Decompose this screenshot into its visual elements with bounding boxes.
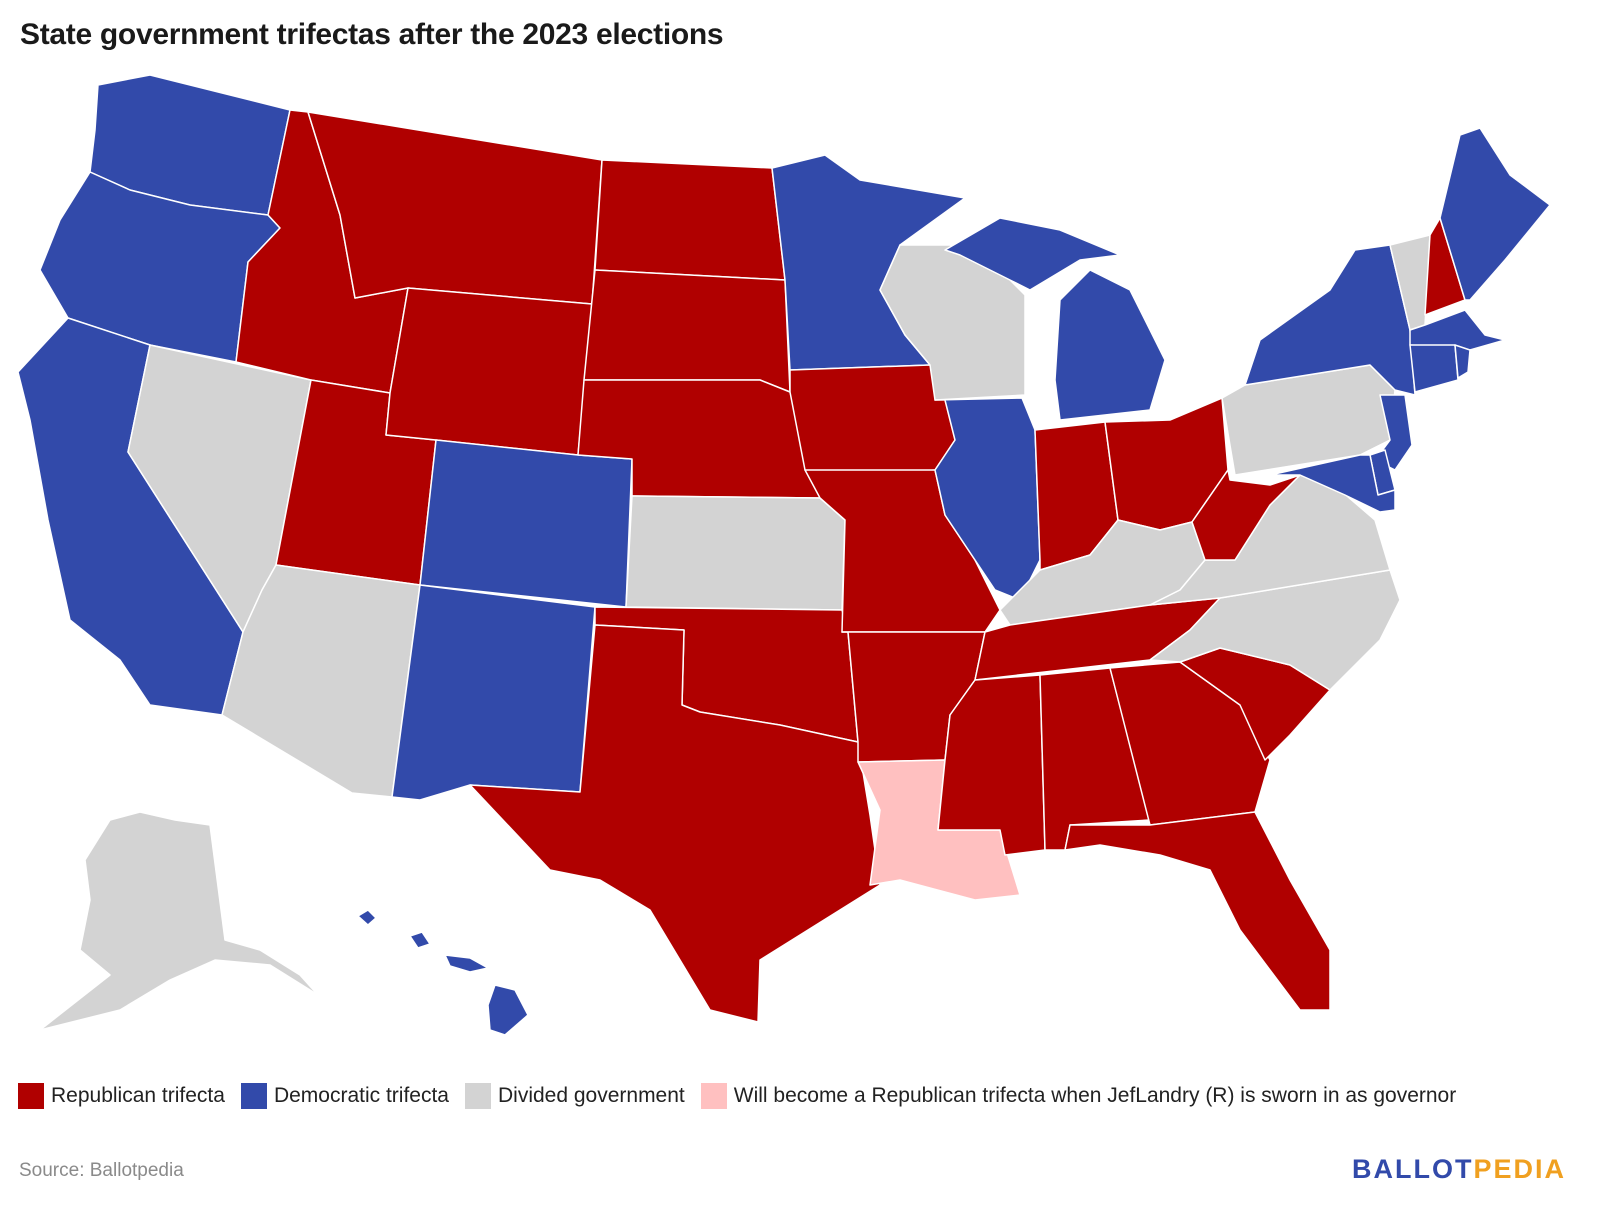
legend-label-divided: Divided government xyxy=(497,1084,685,1107)
state-MT[interactable] xyxy=(307,111,603,305)
logo-part-ballot: BALLOT xyxy=(1351,1154,1474,1184)
state-IL[interactable] xyxy=(934,397,1041,601)
source-note: Source: Ballotpedia xyxy=(19,1160,184,1181)
state-TX[interactable] xyxy=(469,624,881,1023)
state-IA[interactable] xyxy=(789,364,956,479)
legend: Republican trifecta Democratic trifecta … xyxy=(18,1083,1472,1109)
state-NM[interactable] xyxy=(391,584,596,801)
state-HI-maui[interactable] xyxy=(444,954,489,973)
legend-item-divided: Divided government xyxy=(464,1083,685,1109)
state-MI[interactable] xyxy=(1054,269,1166,421)
legend-item-democratic: Democratic trifecta xyxy=(240,1083,449,1109)
state-CT[interactable] xyxy=(1409,344,1459,393)
legend-swatch-democratic xyxy=(240,1083,267,1109)
state-CO[interactable] xyxy=(419,439,633,608)
legend-swatch-divided xyxy=(464,1083,491,1109)
legend-item-pending: Will become a Republican trifecta when J… xyxy=(700,1083,1457,1109)
state-HI-oahu[interactable] xyxy=(409,931,431,949)
state-KS[interactable] xyxy=(625,495,846,611)
state-WY[interactable] xyxy=(385,287,593,456)
state-MI-UP[interactable] xyxy=(944,217,1121,291)
state-HI-big[interactable] xyxy=(487,984,529,1036)
state-HI-kauai[interactable] xyxy=(357,909,377,926)
state-AK[interactable] xyxy=(39,811,319,1031)
state-MD[interactable] xyxy=(1269,454,1396,513)
state-SD[interactable] xyxy=(583,269,791,393)
state-FL[interactable] xyxy=(1064,811,1331,1011)
state-ND[interactable] xyxy=(594,159,786,281)
state-RI[interactable] xyxy=(1454,344,1471,379)
legend-label-democratic: Democratic trifecta xyxy=(273,1084,449,1107)
logo-part-pedia: PEDIA xyxy=(1473,1154,1566,1184)
ballotpedia-logo[interactable]: BALLOTPEDIA xyxy=(1352,1154,1566,1185)
legend-label-pending: Will become a Republican trifecta when J… xyxy=(733,1084,1457,1107)
map-title: State government trifectas after the 202… xyxy=(20,18,724,51)
state-ME[interactable] xyxy=(1439,127,1551,301)
legend-item-republican: Republican trifecta xyxy=(18,1083,225,1109)
legend-swatch-republican xyxy=(18,1083,44,1109)
legend-label-republican: Republican trifecta xyxy=(51,1084,225,1107)
state-NC[interactable] xyxy=(1149,569,1401,691)
legend-swatch-pending xyxy=(700,1083,727,1109)
